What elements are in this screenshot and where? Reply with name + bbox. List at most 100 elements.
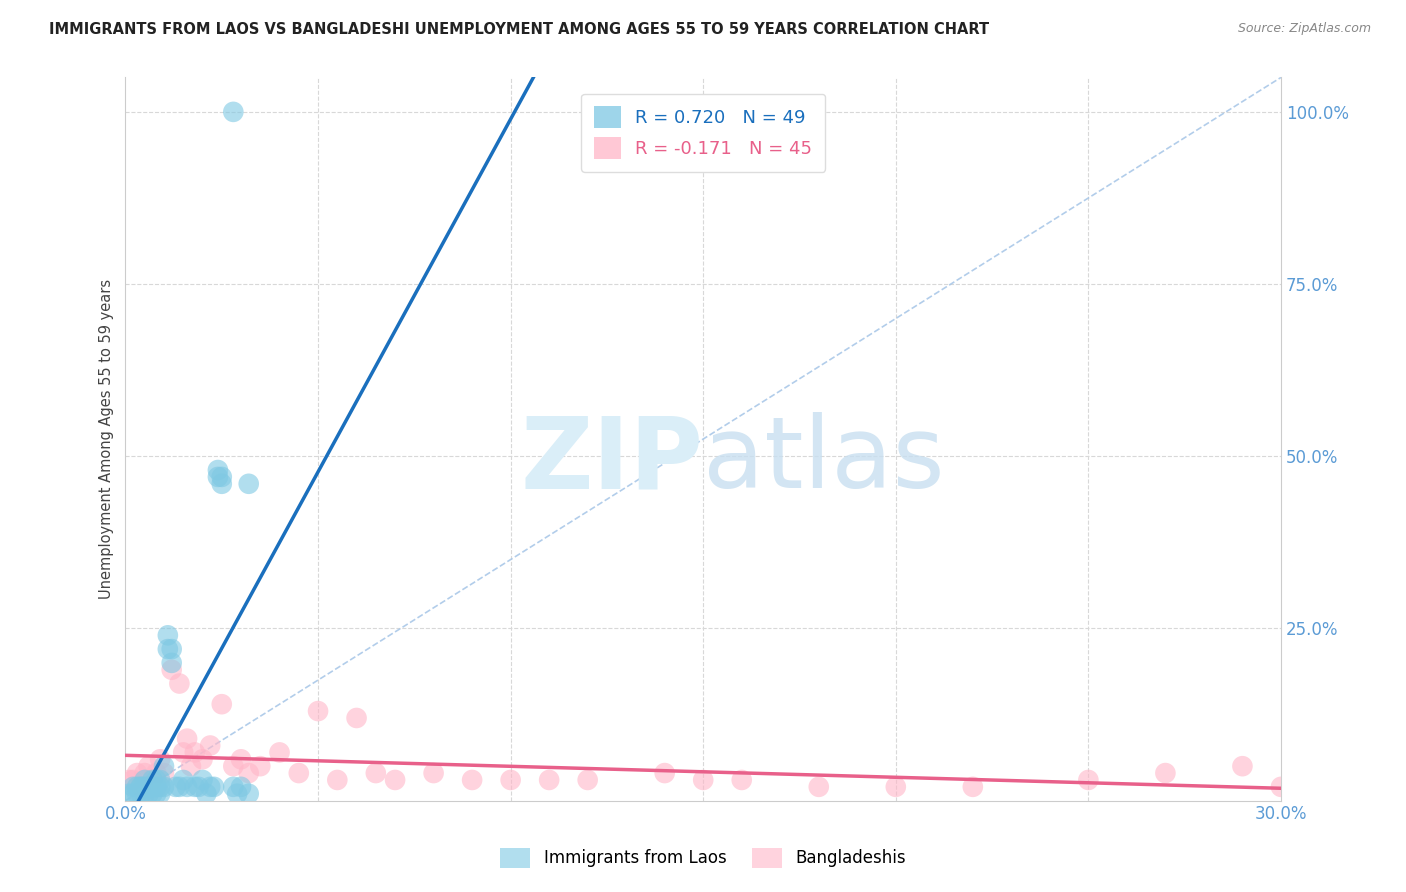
Point: [160, 642, 183, 657]
Point: [211, 470, 233, 484]
Point: [654, 766, 676, 780]
Point: [346, 711, 368, 725]
Point: [807, 780, 830, 794]
Legend: Immigrants from Laos, Bangladeshis: Immigrants from Laos, Bangladeshis: [494, 841, 912, 875]
Point: [222, 759, 245, 773]
Point: [191, 772, 214, 787]
Point: [200, 739, 222, 753]
Point: [138, 780, 160, 794]
Point: [165, 780, 187, 794]
Point: [195, 787, 218, 801]
Point: [229, 780, 252, 794]
Point: [207, 463, 229, 477]
Point: [149, 752, 172, 766]
Point: [160, 663, 183, 677]
Point: [141, 772, 163, 787]
Point: [184, 746, 207, 760]
Point: [229, 752, 252, 766]
Point: [138, 759, 160, 773]
Point: [238, 787, 260, 801]
Point: [222, 104, 245, 119]
Point: [169, 676, 191, 690]
Point: [384, 772, 406, 787]
Point: [962, 780, 984, 794]
Point: [141, 787, 163, 801]
Point: [538, 772, 561, 787]
Point: [269, 746, 291, 760]
Point: [160, 656, 183, 670]
Point: [125, 787, 148, 801]
Point: [118, 787, 141, 801]
Point: [249, 759, 271, 773]
Point: [176, 780, 198, 794]
Point: [149, 787, 172, 801]
Text: Source: ZipAtlas.com: Source: ZipAtlas.com: [1237, 22, 1371, 36]
Point: [172, 772, 194, 787]
Text: IMMIGRANTS FROM LAOS VS BANGLADESHI UNEMPLOYMENT AMONG AGES 55 TO 59 YEARS CORRE: IMMIGRANTS FROM LAOS VS BANGLADESHI UNEM…: [49, 22, 990, 37]
Point: [122, 780, 145, 794]
Point: [145, 772, 167, 787]
Point: [153, 766, 176, 780]
Point: [122, 787, 145, 801]
Point: [149, 772, 172, 787]
Point: [884, 780, 907, 794]
Text: atlas: atlas: [703, 412, 945, 509]
Point: [156, 628, 179, 642]
Point: [187, 780, 209, 794]
Point: [129, 780, 152, 794]
Point: [153, 759, 176, 773]
Text: ZIP: ZIP: [520, 412, 703, 509]
Point: [118, 772, 141, 787]
Point: [211, 476, 233, 491]
Point: [125, 766, 148, 780]
Point: [169, 780, 191, 794]
Legend: R = 0.720   N = 49, R = -0.171   N = 45: R = 0.720 N = 49, R = -0.171 N = 45: [581, 94, 825, 172]
Point: [134, 780, 156, 794]
Point: [129, 780, 152, 794]
Point: [499, 772, 522, 787]
Point: [145, 780, 167, 794]
Point: [191, 752, 214, 766]
Point: [1232, 759, 1254, 773]
Point: [125, 780, 148, 794]
Point: [222, 780, 245, 794]
Point: [238, 766, 260, 780]
Point: [145, 787, 167, 801]
Point: [1270, 780, 1292, 794]
Point: [122, 772, 145, 787]
Point: [326, 772, 349, 787]
Point: [138, 780, 160, 794]
Point: [461, 772, 484, 787]
Point: [134, 787, 156, 801]
Point: [176, 731, 198, 746]
Point: [172, 746, 194, 760]
Point: [145, 766, 167, 780]
Point: [184, 780, 207, 794]
Point: [202, 780, 225, 794]
Point: [288, 766, 311, 780]
Point: [1154, 766, 1177, 780]
Point: [238, 476, 260, 491]
Point: [576, 772, 599, 787]
Point: [180, 759, 202, 773]
Point: [207, 470, 229, 484]
Point: [200, 780, 222, 794]
Point: [364, 766, 387, 780]
Point: [422, 766, 444, 780]
Point: [211, 697, 233, 711]
Point: [134, 766, 156, 780]
Point: [692, 772, 714, 787]
Y-axis label: Unemployment Among Ages 55 to 59 years: Unemployment Among Ages 55 to 59 years: [100, 279, 114, 599]
Point: [1077, 772, 1099, 787]
Point: [129, 787, 152, 801]
Point: [138, 787, 160, 801]
Point: [129, 780, 152, 794]
Point: [141, 780, 163, 794]
Point: [307, 704, 329, 718]
Point: [226, 787, 249, 801]
Point: [149, 780, 172, 794]
Point: [134, 772, 156, 787]
Point: [141, 772, 163, 787]
Point: [153, 780, 176, 794]
Point: [156, 642, 179, 657]
